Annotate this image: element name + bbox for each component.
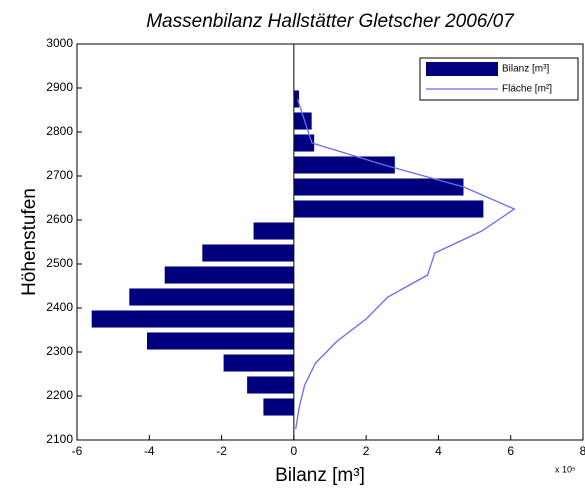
x-tick-label: 2	[363, 444, 370, 458]
legend-label: Fläche [m²]	[502, 84, 552, 95]
bar	[262, 397, 295, 417]
bar	[293, 89, 300, 109]
y-axis-label: Höhenstufen	[19, 188, 40, 296]
x-tick-label: 0	[291, 444, 298, 458]
x-tick-label: 8	[580, 444, 585, 458]
bar	[246, 375, 295, 395]
y-tick-label: 2700	[46, 168, 73, 182]
bar	[146, 331, 295, 351]
x-tick-label: 6	[507, 444, 514, 458]
y-tick-label: 2200	[46, 388, 73, 402]
x-tick-label: -2	[216, 444, 227, 458]
y-tick-label: 2800	[46, 124, 73, 138]
bar	[223, 353, 295, 373]
bar	[201, 243, 295, 263]
y-tick-label: 2400	[46, 300, 73, 314]
legend-swatch	[426, 62, 498, 76]
plot-frame	[76, 43, 584, 441]
y-tick-label: 2900	[46, 80, 73, 94]
bar	[293, 155, 396, 175]
y-tick-label: 2100	[46, 432, 73, 446]
y-tick-label: 2600	[46, 212, 73, 226]
bar	[164, 265, 295, 285]
x-multiplier: x 10⁵	[555, 464, 576, 474]
x-axis-label: Bilanz [m³]	[275, 465, 365, 486]
x-tick-label: -6	[72, 444, 83, 458]
chart-title: Massenbilanz Hallstätter Gletscher 2006/…	[146, 11, 515, 32]
x-tick-label: 4	[435, 444, 442, 458]
y-tick-label: 3000	[46, 36, 73, 50]
bar	[293, 177, 464, 197]
x-tick-label: -4	[144, 444, 155, 458]
bar	[253, 221, 295, 241]
area-line	[295, 98, 516, 430]
y-tick-label: 2500	[46, 256, 73, 270]
y-tick-label: 2300	[46, 344, 73, 358]
bar	[293, 199, 484, 219]
bar	[128, 287, 295, 307]
legend-label: Bilanz [m³]	[502, 64, 549, 75]
bar	[91, 309, 295, 329]
